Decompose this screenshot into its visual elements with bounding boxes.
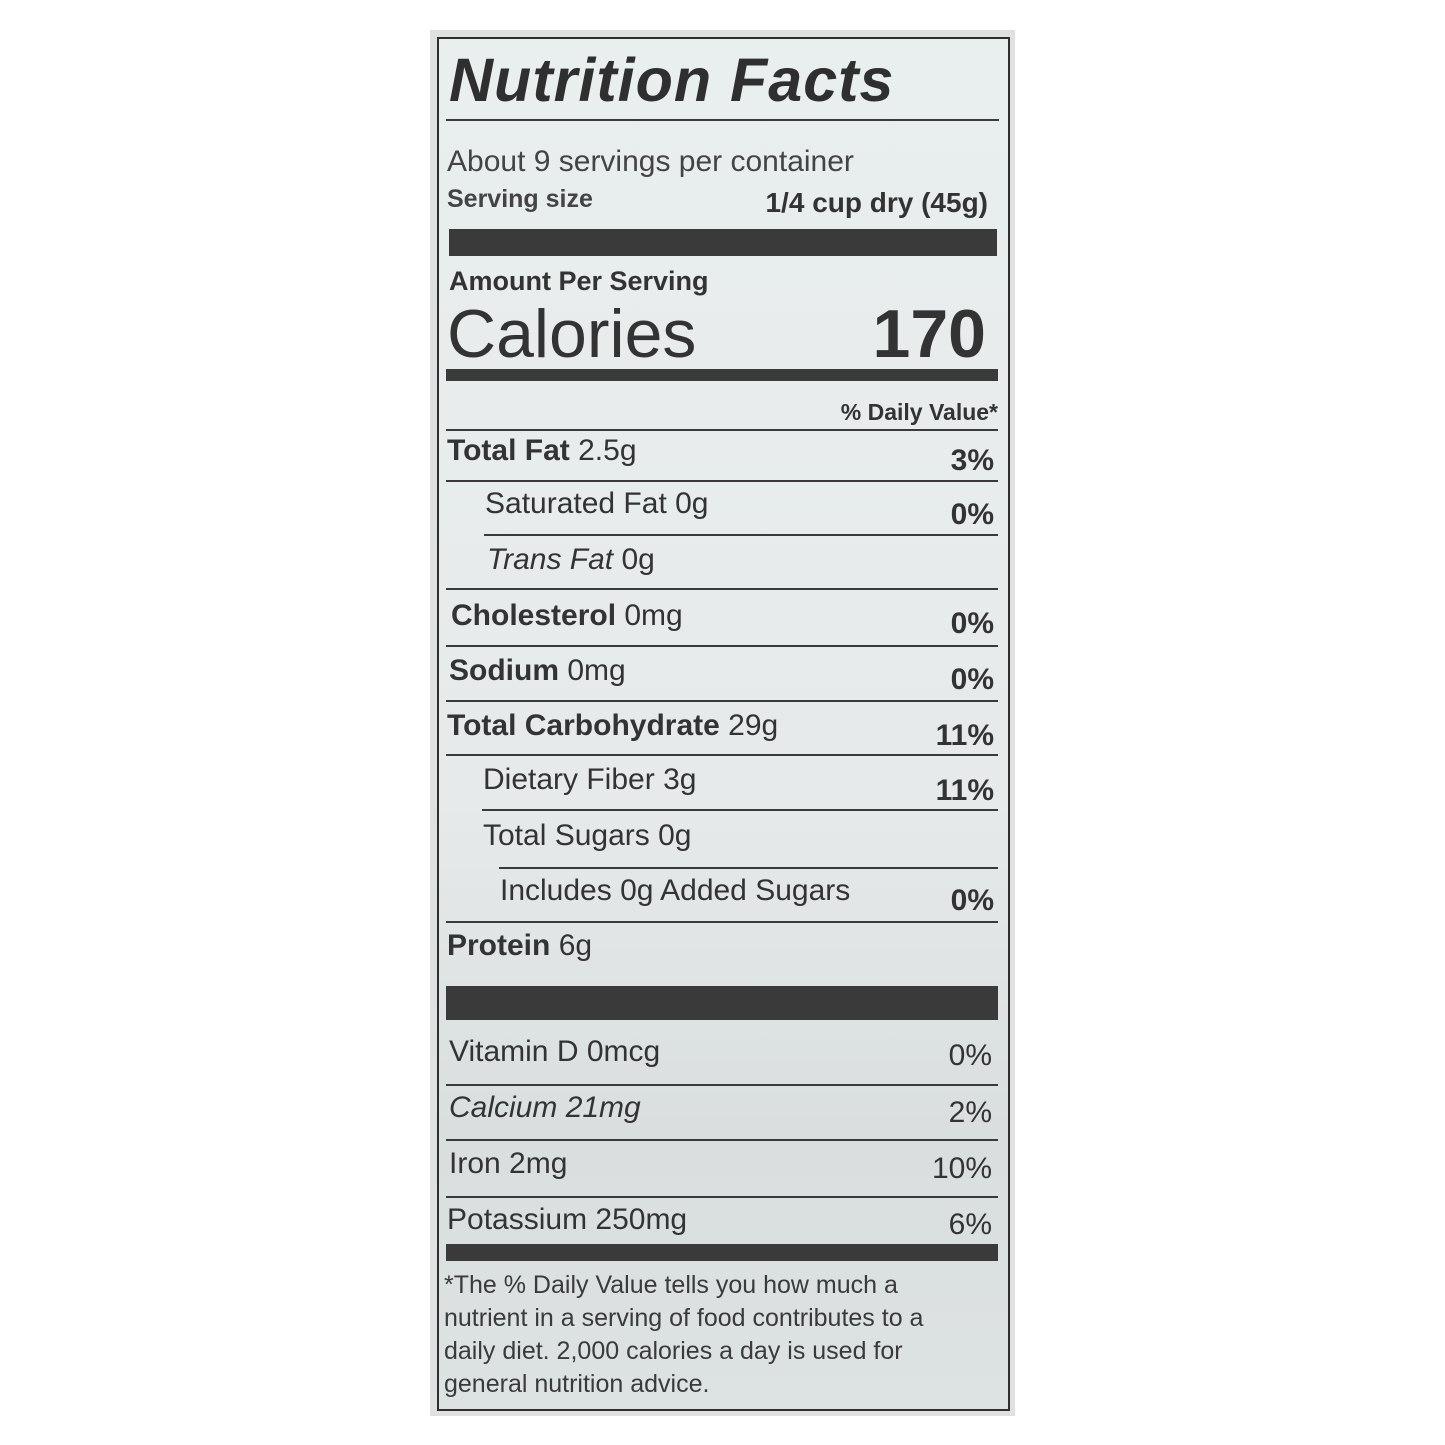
nutrient-amount: 3g [663, 763, 697, 796]
medium-divider [446, 369, 998, 381]
iron: Iron 2mg [449, 1147, 568, 1180]
nutrient-name: Total Carbohydrate [447, 709, 720, 742]
nutrient-dietary-fiber: Dietary Fiber 3g [483, 763, 696, 797]
dv-vitamin-d: 0% [948, 1039, 992, 1072]
dv-total-carbohydrate: 11% [935, 719, 994, 752]
label-title: Nutrition Facts [449, 46, 895, 114]
servings-per-container: About 9 servings per container [447, 145, 854, 178]
divider [446, 588, 998, 590]
calories-value: 170 [872, 296, 986, 372]
nutrient-name: Sodium [449, 654, 559, 687]
nutrient-protein: Protein 6g [447, 929, 592, 963]
nutrient-name: Protein [447, 929, 551, 962]
nutrient-total-sugars: Total Sugars 0g [483, 819, 691, 853]
nutrient-trans-fat: Trans Fat 0g [487, 543, 655, 577]
divider [446, 1139, 998, 1141]
nutrient-amount: 0g [658, 819, 692, 852]
potassium: Potassium 250mg [447, 1203, 688, 1236]
footnote-line: nutrient in a serving of food contribute… [444, 1304, 924, 1332]
divider [446, 1196, 998, 1198]
divider [446, 119, 999, 121]
amount-per-serving: Amount Per Serving [449, 266, 709, 296]
dv-dietary-fiber: 11% [935, 774, 994, 807]
nutrient-name: Total Fat [447, 434, 570, 467]
nutrient-amount: 0g [675, 487, 709, 520]
nutrient-name: Total Sugars [483, 819, 650, 852]
dv-total-fat: 3% [950, 444, 994, 477]
divider [446, 921, 998, 923]
nutrient-added-sugars: Includes 0g Added Sugars [500, 874, 851, 907]
nutrient-amount: 0g [621, 543, 655, 576]
nutrient-amount: 0mg [624, 599, 683, 632]
divider [446, 429, 998, 431]
dv-added-sugars: 0% [950, 884, 994, 917]
nutrient-amount: 0mg [567, 654, 626, 687]
dv-saturated-fat: 0% [950, 498, 994, 531]
divider [446, 700, 998, 702]
calcium: Calcium 21mg [449, 1091, 641, 1124]
nutrient-name: Cholesterol [451, 599, 617, 632]
nutrient-name: Trans Fat [487, 543, 614, 576]
serving-size-label: Serving size [447, 185, 593, 213]
thick-divider [446, 1244, 998, 1261]
nutrient-total-fat: Total Fat 2.5g [447, 434, 637, 468]
divider [484, 534, 998, 536]
divider [446, 480, 998, 482]
nutrient-amount: 29g [728, 709, 779, 742]
footnote-line: *The % Daily Value tells you how much a [444, 1271, 898, 1299]
footnote-line: daily diet. 2,000 calories a day is used… [444, 1337, 903, 1365]
divider [499, 867, 998, 869]
nutrient-amount: 6g [558, 929, 593, 962]
serving-size-value: 1/4 cup dry (45g) [765, 187, 988, 218]
nutrient-amount: 2.5g [578, 434, 637, 467]
nutrition-facts-label: Nutrition Facts About 9 servings per con… [437, 37, 1010, 1411]
nutrient-saturated-fat: Saturated Fat 0g [485, 487, 709, 521]
calories-label: Calories [447, 296, 697, 372]
divider [482, 809, 998, 811]
dv-cholesterol: 0% [950, 607, 994, 640]
nutrient-cholesterol: Cholesterol 0mg [451, 599, 683, 633]
thick-divider [446, 986, 998, 1020]
divider [446, 754, 998, 756]
daily-value-header: % Daily Value* [840, 399, 998, 425]
dv-potassium: 6% [948, 1208, 992, 1241]
nutrient-sodium: Sodium 0mg [449, 654, 626, 688]
footnote: *The % Daily Value tells you how much a … [444, 1269, 923, 1401]
nutrient-total-carbohydrate: Total Carbohydrate 29g [447, 709, 778, 743]
dv-iron: 10% [931, 1152, 992, 1185]
dv-sodium: 0% [950, 663, 994, 696]
divider [446, 645, 998, 647]
nutrient-name: Saturated Fat [485, 487, 667, 520]
divider [446, 1084, 998, 1086]
vitamin-d: Vitamin D 0mcg [449, 1035, 661, 1068]
dv-calcium: 2% [948, 1096, 992, 1129]
nutrient-name: Dietary Fiber [483, 763, 655, 796]
thick-divider [449, 229, 997, 256]
footnote-line: general nutrition advice. [444, 1370, 710, 1398]
